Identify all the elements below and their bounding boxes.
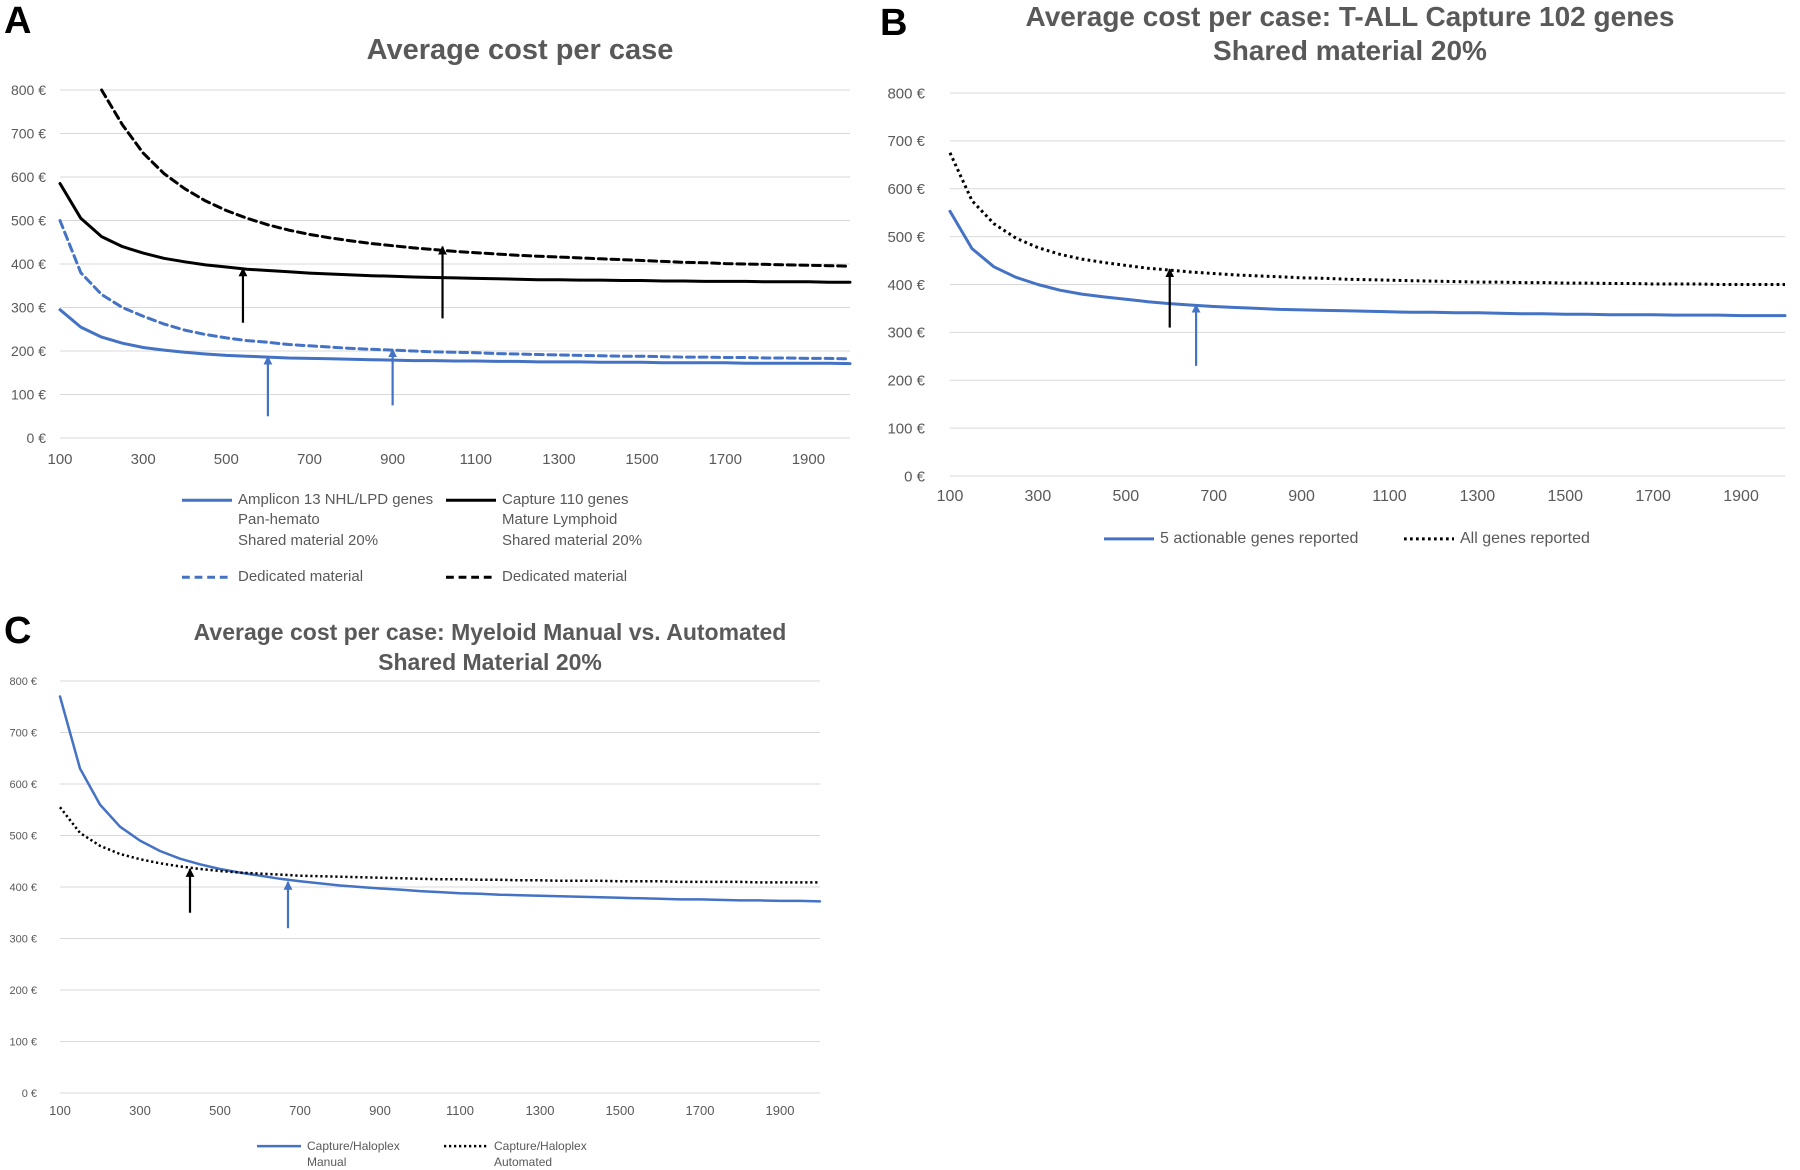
legend-swatch	[446, 498, 496, 502]
legend-label: Capture 110 genes Mature Lymphoid Shared…	[502, 491, 643, 549]
x-tick-label: 500	[209, 1103, 231, 1118]
y-tick-label: 600 €	[9, 779, 37, 791]
y-tick-label: 700 €	[11, 125, 46, 141]
y-tick-label: 800 €	[9, 676, 37, 688]
y-tick-label: 400 €	[887, 277, 925, 294]
x-tick-label: 1500	[606, 1103, 635, 1118]
x-tick-label: 700	[1200, 488, 1227, 505]
y-tick-label: 700 €	[887, 133, 925, 150]
y-tick-label: 0 €	[22, 1088, 37, 1100]
y-tick-label: 0 €	[904, 468, 926, 485]
y-tick-label: 500 €	[887, 229, 925, 246]
x-tick-label: 1700	[709, 451, 742, 468]
x-tick-label: 1900	[1723, 488, 1759, 505]
y-tick-label: 400 €	[11, 256, 46, 272]
chart-title: Average cost per case: T-ALL Capture 102…	[1025, 1, 1675, 67]
series-line-1	[948, 209, 1787, 318]
legend-label: Capture/Haloplex Manual	[307, 1139, 400, 1170]
chart-title: Average cost per case: Myeloid Manual vs…	[193, 619, 787, 675]
legend-entry: Dedicated material	[180, 567, 440, 587]
x-tick-label: 1900	[766, 1103, 795, 1118]
panel-letter: A	[4, 0, 32, 42]
legend-swatch	[1404, 537, 1454, 541]
legend-swatch	[182, 498, 232, 502]
y-tick-label: 100 €	[9, 1036, 37, 1048]
y-tick-label: 200 €	[887, 373, 925, 390]
legend-swatch	[1104, 537, 1154, 541]
y-tick-label: 200 €	[9, 985, 37, 997]
x-tick-label: 1100	[460, 451, 492, 468]
y-tick-label: 600 €	[11, 169, 46, 185]
legend-swatch	[257, 1144, 301, 1148]
x-tick-label: 1500	[625, 451, 658, 468]
legend-label: 5 actionable genes reported	[1160, 530, 1359, 547]
legend-swatch	[182, 575, 232, 579]
series-line-2	[59, 806, 820, 884]
series-line-3	[58, 219, 852, 361]
y-tick-label: 700 €	[9, 727, 37, 739]
series-line-2	[58, 182, 852, 284]
chart-a: 0 € 100 € 200 € 300 € 400 € 500 € 600 € 700 € 80…	[11, 82, 852, 468]
legend-entry: Amplicon 13 NHL/LPD genes Pan-hemato Sha…	[180, 490, 440, 551]
x-tick-label: 1700	[1635, 488, 1671, 505]
legend-label: Capture/Haloplex Automated	[494, 1139, 587, 1170]
legend-entry: 5 actionable genes reported	[1102, 528, 1402, 550]
legend-entry: Capture/Haloplex Automated	[442, 1138, 632, 1170]
y-tick-label: 800 €	[11, 82, 46, 98]
legend-swatch	[446, 575, 496, 579]
x-tick-label: 500	[1112, 488, 1139, 505]
x-tick-label: 300	[129, 1103, 151, 1118]
x-tick-label: 100	[47, 451, 72, 468]
x-tick-label: 500	[214, 451, 239, 468]
chart-title: Average cost per case	[366, 34, 674, 66]
y-tick-label: 200 €	[11, 343, 46, 359]
x-tick-label: 700	[289, 1103, 311, 1118]
x-tick-label: 1100	[446, 1103, 474, 1118]
legend-label: Amplicon 13 NHL/LPD genes Pan-hemato Sha…	[238, 491, 434, 549]
x-tick-label: 100	[937, 488, 964, 505]
y-tick-label: 300 €	[9, 933, 37, 945]
y-tick-label: 300 €	[887, 325, 925, 342]
y-tick-label: 100 €	[887, 420, 925, 437]
panel-letter: C	[4, 610, 32, 652]
y-tick-label: 800 €	[887, 85, 925, 102]
x-tick-label: 300	[131, 451, 156, 468]
legend-label: Dedicated material	[238, 568, 364, 585]
x-tick-label: 900	[1288, 488, 1315, 505]
legend-entry: Dedicated material	[444, 567, 674, 587]
y-tick-label: 300 €	[11, 299, 46, 315]
series-line-1	[58, 695, 822, 903]
legend-label: All genes reported	[1460, 530, 1590, 547]
y-tick-label: 100 €	[11, 386, 46, 402]
y-tick-label: 0 €	[27, 430, 47, 446]
x-tick-label: 1700	[686, 1103, 715, 1118]
legend-entry: Capture/Haloplex Manual	[255, 1138, 445, 1170]
legend-label: Dedicated material	[502, 568, 628, 585]
y-tick-label: 600 €	[887, 181, 925, 198]
chart-c: 0 € 100 € 200 € 300 € 400 € 500 € 600 € 700 € 80…	[9, 676, 822, 1118]
y-tick-label: 500 €	[11, 212, 46, 228]
x-tick-label: 1900	[792, 451, 825, 468]
x-tick-label: 1300	[1460, 488, 1496, 505]
x-tick-label: 900	[380, 451, 405, 468]
x-tick-label: 1300	[526, 1103, 555, 1118]
panel-letter: B	[880, 2, 908, 44]
legend-entry: Capture 110 genes Mature Lymphoid Shared…	[444, 490, 674, 551]
series-line-1	[58, 308, 852, 366]
y-tick-label: 400 €	[9, 882, 37, 894]
chart-b: 0 € 100 € 200 € 300 € 400 € 500 € 600 € 700 € 80…	[887, 85, 1787, 505]
legend-swatch	[444, 1144, 488, 1148]
x-tick-label: 300	[1025, 488, 1052, 505]
x-tick-label: 1300	[542, 451, 575, 468]
series-line-2	[948, 152, 1785, 286]
x-tick-label: 1500	[1547, 488, 1583, 505]
legend-entry: All genes reported	[1402, 528, 1662, 550]
x-tick-label: 900	[369, 1103, 391, 1118]
series-line-4	[100, 88, 852, 268]
x-tick-label: 1100	[1372, 488, 1407, 505]
x-tick-label: 100	[49, 1103, 71, 1118]
y-tick-label: 500 €	[9, 830, 37, 842]
x-tick-label: 700	[297, 451, 322, 468]
